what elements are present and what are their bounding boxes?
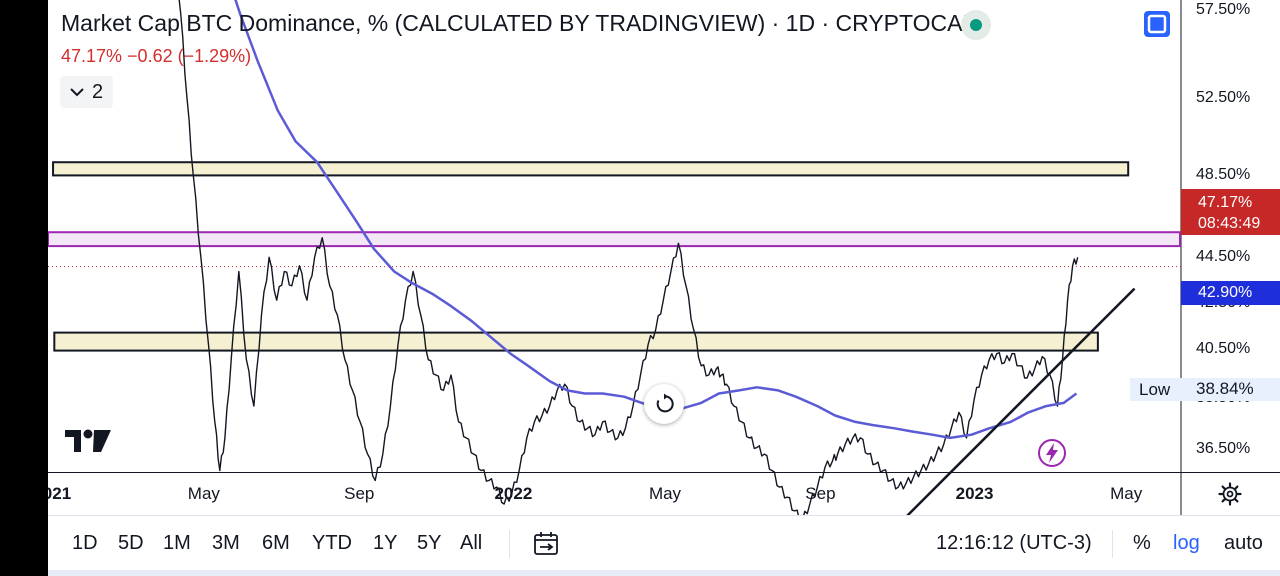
log-scale-button[interactable]: log	[1173, 532, 1200, 554]
btc-dominance-line	[178, 0, 1079, 515]
support-trendline	[906, 287, 1136, 515]
time-axis-label: May	[1110, 484, 1143, 503]
price-axis-background	[1181, 0, 1280, 515]
chart-app: Market Cap BTC Dominance, % (CALCULATED …	[48, 0, 1280, 576]
time-axis-label: 2022	[494, 484, 533, 503]
timeframe-ytd-button[interactable]: YTD	[312, 532, 352, 554]
timeframe-5y-button[interactable]: 5Y	[417, 532, 442, 554]
date-range-icon[interactable]	[532, 530, 560, 558]
time-axis-label: May	[187, 484, 220, 503]
market-status-icon[interactable]	[961, 10, 991, 40]
tradingview-logo-icon	[65, 429, 111, 452]
bar-countdown: 08:43:49	[1198, 215, 1261, 232]
last-price-badge: 47.17% 08:43:49	[1181, 189, 1280, 235]
time-axis-label: 2023	[955, 484, 994, 503]
last-price-value: 47.17%	[1198, 194, 1253, 211]
toolbar-divider	[1112, 530, 1113, 558]
indicators-toggle-button[interactable]: 2	[60, 76, 114, 108]
time-axis-label: Sep	[344, 484, 375, 503]
toolbar-divider	[509, 530, 510, 558]
timeframe-1m-button[interactable]: 1M	[163, 532, 191, 554]
time-axis-label: Sep	[805, 484, 836, 503]
timeframe-1y-button[interactable]: 1Y	[373, 532, 398, 554]
price-axis-label: 57.50%	[1196, 1, 1251, 18]
reset-icon	[656, 393, 674, 413]
price-change-values: 47.17% −0.62 (−1.29%)	[61, 46, 252, 66]
price-axis-label: 52.50%	[1196, 89, 1251, 106]
moving-average-line	[234, 0, 1078, 440]
time-axis-label: 2021	[48, 484, 72, 503]
low-label: Low	[1139, 380, 1171, 399]
moving-average-value: 42.90%	[1198, 284, 1253, 301]
resistance-zone-3	[53, 331, 1099, 352]
timeframe-all-button[interactable]: All	[460, 532, 483, 554]
moving-average-badge: 42.90%	[1181, 281, 1280, 305]
chart-title: Market Cap BTC Dominance, % (CALCULATED …	[61, 10, 978, 36]
chevron-down-icon	[70, 88, 84, 97]
indicators-count: 2	[92, 80, 104, 103]
bottom-toolbar: 1D 5D 1M 3M 6M YTD 1Y 5Y All 12:16:12 (U…	[48, 515, 1280, 571]
timeframe-6m-button[interactable]: 6M	[262, 532, 290, 554]
low-value: 38.84%	[1196, 379, 1254, 398]
clock-timezone-button[interactable]: 12:16:12 (UTC-3)	[936, 532, 1092, 554]
price-axis-label: 40.50%	[1196, 340, 1251, 357]
price-axis-label: 48.50%	[1196, 166, 1251, 183]
auto-scale-button[interactable]: auto	[1224, 532, 1263, 554]
resistance-zone-1	[52, 161, 1130, 177]
chart-canvas[interactable]	[48, 0, 1280, 515]
fullscreen-icon[interactable]	[1142, 9, 1172, 39]
lightning-icon[interactable]	[1037, 438, 1067, 468]
resistance-zone-2	[48, 231, 1181, 248]
price-axis-label: 44.50%	[1196, 248, 1251, 265]
time-axis-label: May	[648, 484, 682, 503]
low-marker: Low 38.84%	[1130, 378, 1280, 401]
reset-chart-button[interactable]	[644, 384, 684, 424]
bottom-strip	[48, 570, 1280, 576]
percent-scale-button[interactable]: %	[1133, 532, 1151, 554]
timeframe-3m-button[interactable]: 3M	[212, 532, 240, 554]
timeframe-5d-button[interactable]: 5D	[118, 532, 144, 554]
timeframe-1d-button[interactable]: 1D	[72, 532, 98, 554]
gear-icon[interactable]	[1218, 482, 1242, 506]
price-axis-label: 36.50%	[1196, 440, 1251, 457]
